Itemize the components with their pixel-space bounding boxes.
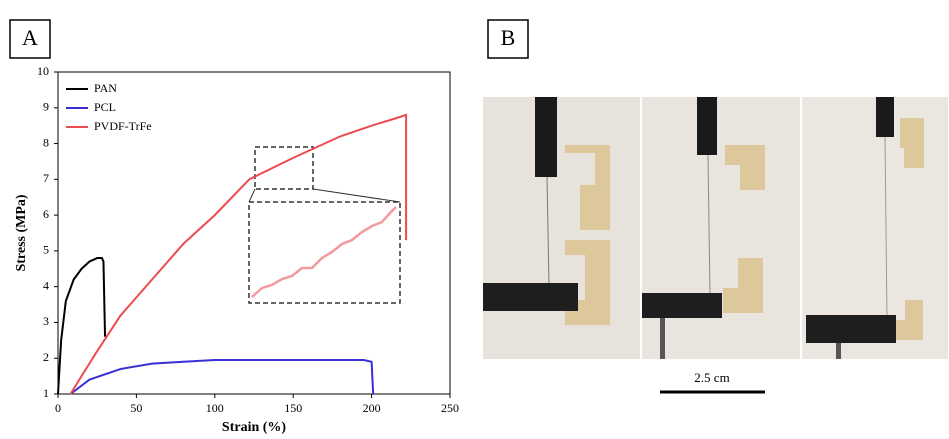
y-tick-label: 4 <box>43 278 49 292</box>
y-tick-label: 6 <box>43 207 49 221</box>
x-tick-label: 100 <box>206 401 224 415</box>
legend-label: PVDF-TrFe <box>94 119 152 133</box>
x-tick-label: 250 <box>441 401 459 415</box>
y-tick-label: 1 <box>43 386 49 400</box>
plot-frame <box>57 71 451 395</box>
legend-label: PAN <box>94 81 117 95</box>
inset <box>248 146 401 304</box>
scale-bar-label: 2.5 cm <box>694 370 729 385</box>
series-line <box>57 257 107 395</box>
series-line <box>69 359 375 395</box>
y-tick-label: 2 <box>43 350 49 364</box>
x-tick-label: 0 <box>55 401 61 415</box>
y-tick-label: 5 <box>43 243 49 257</box>
panel-label: A <box>22 25 38 50</box>
x-tick-label: 50 <box>130 401 142 415</box>
photos <box>483 97 948 359</box>
legend-label: PCL <box>94 100 116 114</box>
x-axis-label: Strain (%) <box>222 420 287 435</box>
y-tick-label: 10 <box>37 64 49 78</box>
y-tick-label: 3 <box>43 314 49 328</box>
panel-a-box <box>9 19 51 59</box>
series-line <box>69 113 408 395</box>
x-tick-label: 200 <box>363 401 381 415</box>
panel-b-box <box>487 19 529 59</box>
panel-label: B <box>501 25 516 50</box>
y-axis-label: Stress (MPa) <box>14 194 29 271</box>
y-tick-label: 8 <box>43 135 49 149</box>
x-tick-label: 150 <box>284 401 302 415</box>
y-tick-label: 7 <box>43 171 49 185</box>
y-tick-label: 9 <box>43 100 49 114</box>
